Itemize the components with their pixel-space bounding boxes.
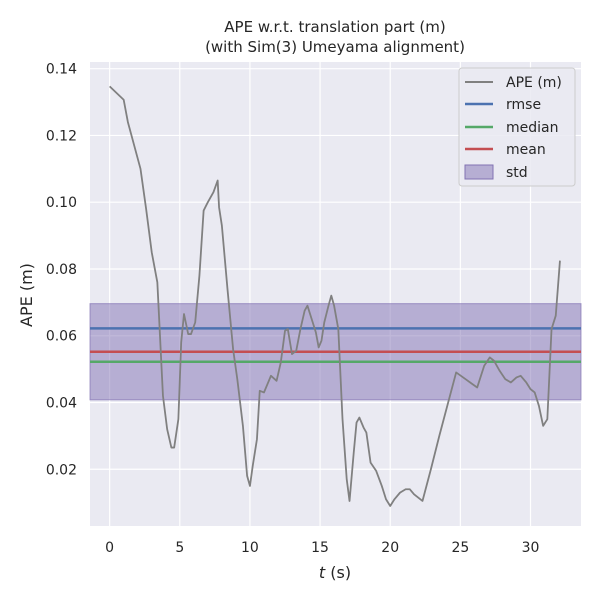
legend-label-mean: mean xyxy=(506,142,546,158)
y-tick-label: 0.12 xyxy=(46,128,77,144)
statistic-lines xyxy=(90,327,581,364)
x-tick-label: 5 xyxy=(175,540,184,556)
legend-label-ape: APE (m) xyxy=(506,75,562,91)
ape-series-line xyxy=(109,85,561,507)
legend: APE (m) rmse median mean std xyxy=(458,67,576,187)
x-axis-label-variable: t xyxy=(319,563,326,582)
x-tick-label: 0 xyxy=(105,540,114,556)
y-tick-label: 0.08 xyxy=(46,262,77,278)
tick-labels: 0 5 10 15 20 25 30 0.02 0.04 0.06 0.08 0.10 0.12 0.14 xyxy=(46,62,540,556)
legend-box xyxy=(458,67,576,187)
legend-label-rmse: rmse xyxy=(506,97,541,113)
legend-label-median: median xyxy=(506,120,558,136)
y-tick-label: 0.04 xyxy=(46,395,77,411)
y-tick-label: 0.14 xyxy=(46,62,77,78)
legend-label-std: std xyxy=(506,165,528,181)
y-axis-label: APE (m) xyxy=(17,263,36,327)
y-tick-label: 0.10 xyxy=(46,195,77,211)
y-tick-label: 0.06 xyxy=(46,329,77,345)
x-tick-label: 30 xyxy=(522,540,540,556)
chart-title: APE w.r.t. translation part (m) xyxy=(224,18,445,36)
x-tick-label: 25 xyxy=(451,540,469,556)
x-tick-label: 10 xyxy=(241,540,259,556)
x-axis-label: t (s) xyxy=(319,563,351,582)
legend-swatch-std xyxy=(464,164,494,180)
chart-subtitle: (with Sim(3) Umeyama alignment) xyxy=(205,38,465,56)
ape-series-layer xyxy=(109,85,561,507)
y-tick-label: 0.02 xyxy=(46,462,77,478)
x-axis-label-unit: (s) xyxy=(325,563,351,582)
x-tick-label: 15 xyxy=(311,540,329,556)
x-tick-label: 20 xyxy=(381,540,399,556)
